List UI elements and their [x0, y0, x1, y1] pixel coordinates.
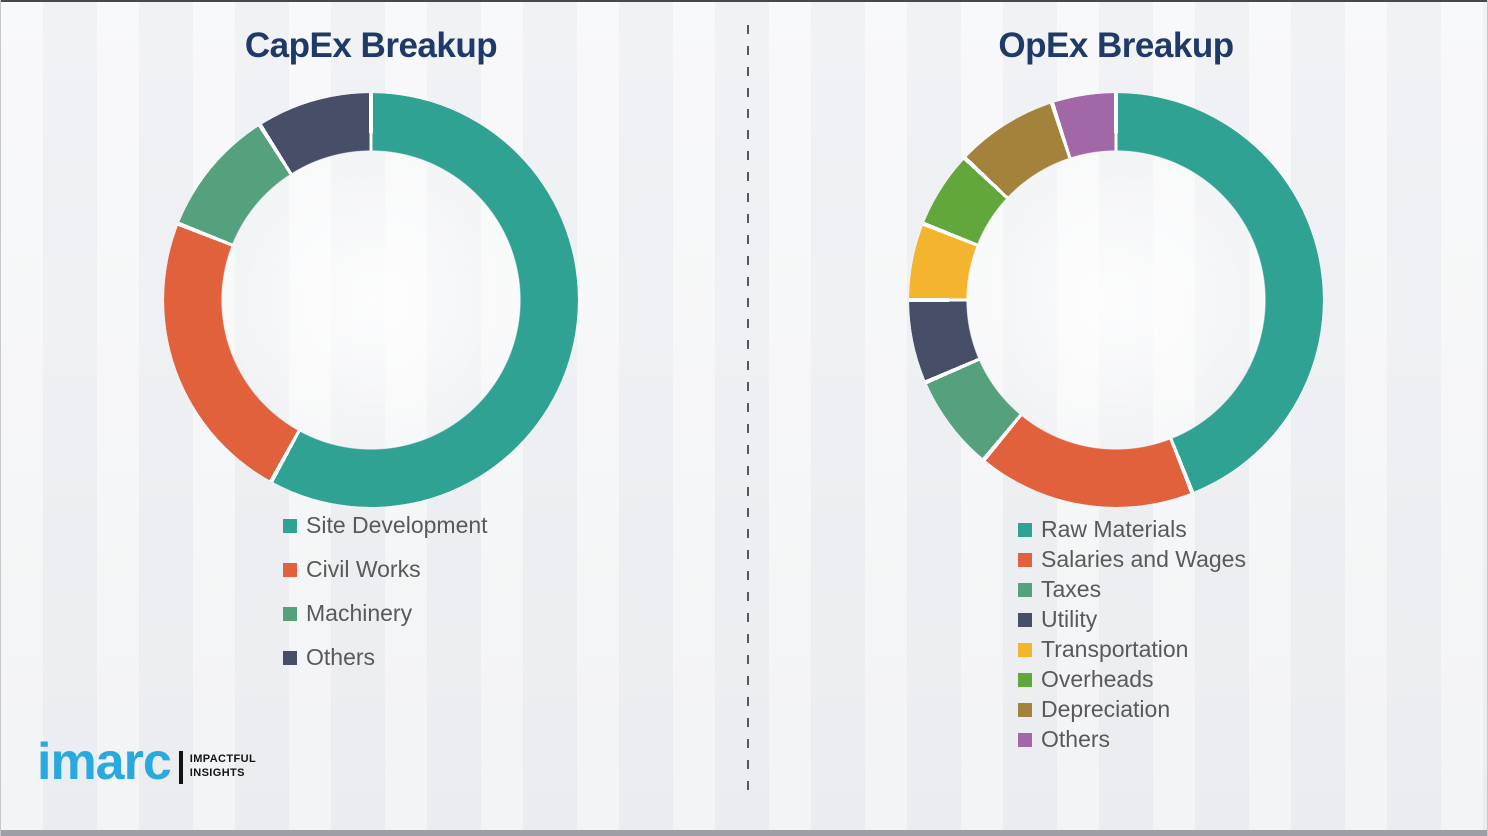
legend-swatch — [1018, 702, 1032, 717]
capex-donut-chart — [164, 93, 578, 507]
legend-swatch — [1018, 672, 1032, 687]
logo-tagline: IMPACTFUL INSIGHTS — [190, 753, 256, 781]
legend-swatch — [283, 606, 297, 621]
legend-item: Others — [283, 646, 488, 669]
legend-label: Depreciation — [1041, 696, 1171, 722]
legend-label: Machinery — [306, 600, 413, 626]
legend-item: Civil Works — [283, 558, 488, 581]
legend-swatch — [283, 650, 297, 665]
legend-item: Salaries and Wages — [1018, 548, 1246, 571]
logo-tagline-line1: IMPACTFUL — [189, 753, 257, 766]
legend-swatch — [283, 562, 297, 577]
opex-legend: Raw Materials Salaries and Wages Taxes Util… — [1018, 518, 1246, 751]
legend-item: Taxes — [1018, 578, 1246, 601]
legend-label: Others — [306, 644, 376, 670]
legend-label: Raw Materials — [1041, 516, 1187, 542]
capex-legend: Site Development Civil Works Machinery Othe… — [283, 514, 488, 669]
divider-dashed-line — [747, 25, 749, 790]
legend-item: Machinery — [283, 602, 488, 625]
legend-item: Utility — [1018, 608, 1246, 631]
logo-divider-bar — [178, 750, 183, 784]
legend-label: Civil Works — [306, 556, 421, 582]
legend-label: Utility — [1041, 606, 1098, 632]
bottom-edge — [1, 830, 1487, 836]
legend-label: Site Development — [306, 512, 488, 538]
capex-chart-title: CapEx Breakup — [244, 26, 498, 65]
imarc-logo-text: imarc — [37, 733, 172, 791]
legend-swatch — [283, 518, 297, 533]
imarc-logo: imarc IMPACTFUL INSIGHTS — [37, 736, 256, 788]
opex-chart-title: OpEx Breakup — [998, 26, 1234, 65]
legend-item: Raw Materials — [1018, 518, 1246, 541]
legend-swatch — [1018, 522, 1032, 537]
opex-donut-chart — [909, 93, 1323, 507]
legend-label: Salaries and Wages — [1041, 546, 1246, 572]
legend-swatch — [1018, 612, 1032, 627]
legend-item: Depreciation — [1018, 698, 1246, 721]
legend-swatch — [1018, 552, 1032, 567]
legend-item: Overheads — [1018, 668, 1246, 691]
top-edge — [1, 0, 1487, 2]
logo-tagline-line2: INSIGHTS — [189, 767, 245, 779]
legend-label: Transportation — [1041, 636, 1189, 662]
legend-label: Taxes — [1041, 576, 1102, 602]
legend-swatch — [1018, 642, 1032, 657]
legend-item: Others — [1018, 728, 1246, 751]
legend-swatch — [1018, 732, 1032, 747]
legend-item: Site Development — [283, 514, 488, 537]
legend-swatch — [1018, 582, 1032, 597]
legend-item: Transportation — [1018, 638, 1246, 661]
legend-label: Overheads — [1041, 666, 1154, 692]
legend-label: Others — [1041, 726, 1111, 752]
